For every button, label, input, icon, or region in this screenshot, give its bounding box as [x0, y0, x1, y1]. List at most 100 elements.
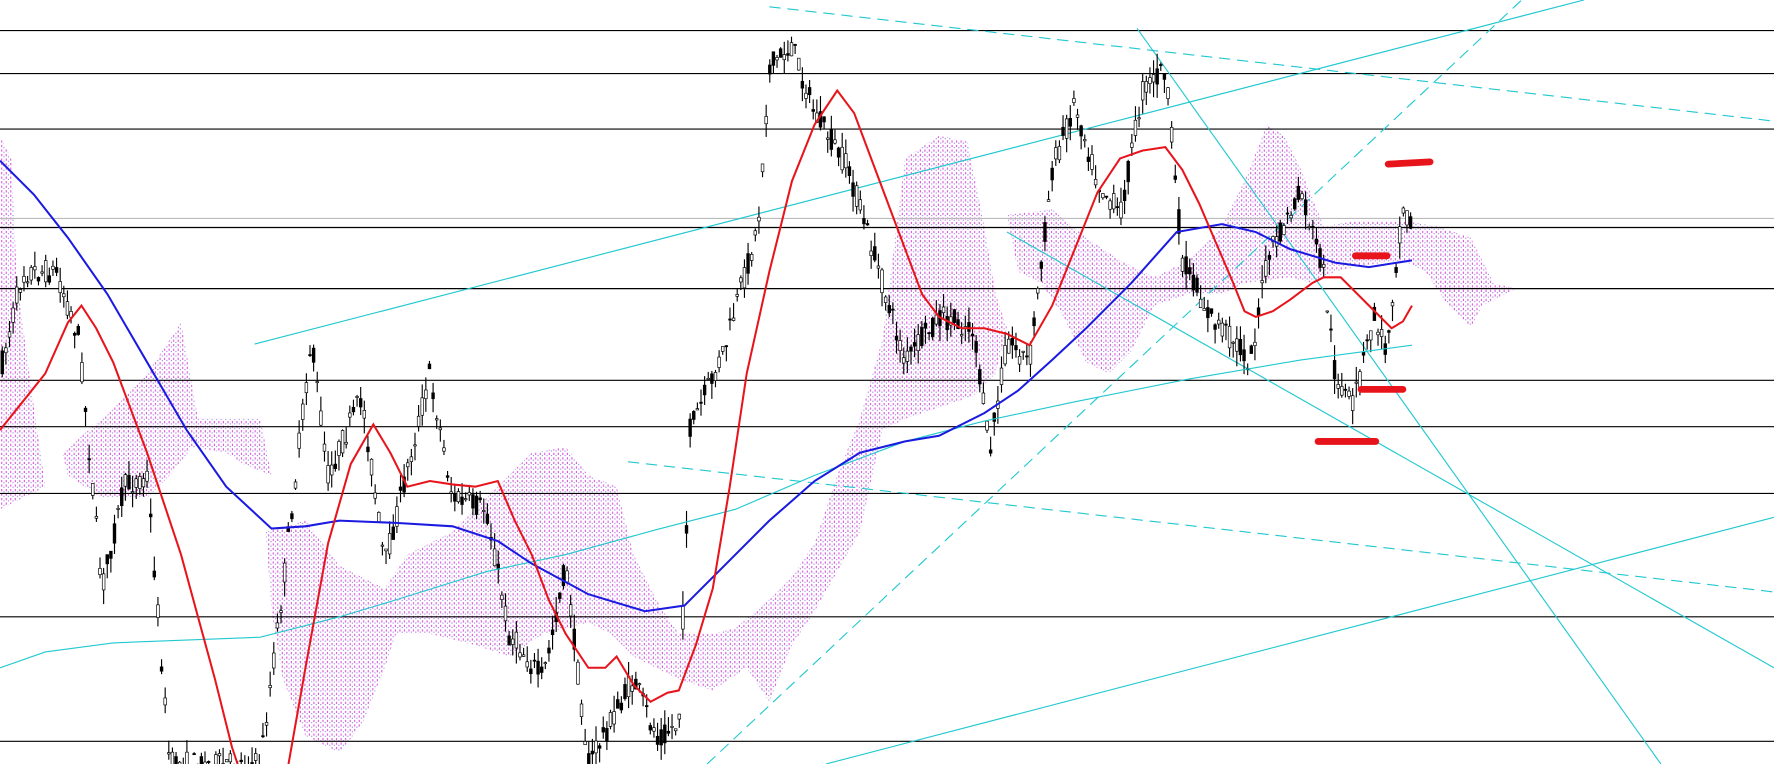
candle-part: [865, 223, 870, 226]
candle-part: [149, 513, 153, 518]
candle-part: [511, 638, 515, 645]
candle-part: [894, 335, 899, 341]
candle-part: [822, 116, 826, 123]
candle-part: [442, 447, 446, 452]
candle-part: [348, 412, 352, 418]
candle-part: [789, 42, 794, 57]
candle-part: [724, 345, 729, 348]
candle-part: [1372, 306, 1377, 321]
candle-part: [692, 411, 696, 420]
candle-part: [253, 753, 258, 761]
candle-part: [876, 265, 881, 269]
candle-part: [163, 697, 167, 706]
candle-part: [467, 492, 471, 496]
candle-part: [999, 367, 1004, 385]
candle-part: [387, 533, 392, 555]
candle-part: [988, 449, 993, 454]
candle-part: [797, 57, 801, 71]
candle-part: [713, 372, 718, 381]
candle-part: [80, 362, 84, 383]
candle-part: [1144, 81, 1149, 93]
candle-part: [630, 685, 634, 692]
candle-part: [87, 458, 91, 461]
candle-part: [1057, 146, 1062, 161]
candle-part: [912, 342, 917, 347]
candle-part: [1039, 261, 1044, 269]
candle-part: [120, 487, 124, 506]
candle-part: [927, 332, 931, 335]
candle-part: [1390, 302, 1395, 307]
candle-part: [771, 51, 776, 66]
candle-part: [786, 53, 790, 56]
candle-part: [319, 410, 323, 426]
candle-part: [721, 346, 725, 352]
candle-part: [54, 267, 59, 273]
highlight-mark: [1384, 158, 1434, 168]
candle-part: [518, 652, 522, 658]
candle-part: [1325, 310, 1330, 313]
candle-part: [699, 401, 703, 404]
candle-part: [1115, 206, 1120, 209]
moving-average-short: [0, 303, 239, 764]
candle-part: [826, 137, 830, 140]
candle-part: [47, 275, 52, 283]
candle-part: [15, 286, 19, 304]
candle-part: [351, 406, 356, 413]
candle-part: [406, 462, 410, 468]
candle-part: [101, 573, 106, 591]
candle-part: [952, 309, 957, 323]
candle-part: [1311, 225, 1315, 228]
trendline: [627, 461, 1774, 593]
candle-part: [869, 250, 873, 256]
candle-part: [199, 756, 204, 764]
candle-part: [424, 389, 428, 400]
candle-part: [1379, 329, 1384, 337]
candle-part: [739, 277, 743, 283]
candle-part: [217, 753, 222, 757]
candle-part: [1054, 147, 1058, 160]
candle-part: [62, 293, 66, 298]
candle-part: [902, 357, 906, 364]
candle-part: [1112, 193, 1116, 210]
candle-part: [503, 605, 508, 622]
candle-part: [272, 652, 276, 669]
candle-part: [1235, 338, 1239, 352]
candle-part: [579, 703, 584, 717]
candle-part: [206, 761, 211, 763]
candle-part: [409, 456, 414, 462]
cloud: [265, 135, 1007, 753]
candle-part: [98, 568, 102, 575]
candle-part: [366, 446, 370, 453]
trendline: [769, 6, 1774, 122]
candle-part: [500, 594, 504, 600]
horizontal-levels: [0, 29, 1774, 742]
candle-part: [1365, 339, 1369, 342]
candle-part: [967, 322, 971, 332]
candle-part: [558, 592, 562, 599]
candle-part: [1242, 349, 1246, 362]
candle-part: [768, 64, 772, 75]
candle-part: [1256, 307, 1261, 317]
candle-part: [44, 260, 48, 283]
candle-part: [1224, 323, 1228, 326]
moving-average-short: [287, 88, 1413, 764]
candle-part: [380, 544, 385, 547]
candle-part: [1007, 338, 1011, 354]
candle-part: [170, 751, 175, 764]
moving-average-long: [0, 344, 1413, 669]
candle-part: [1028, 344, 1033, 365]
candle-part: [684, 525, 689, 534]
candle-part: [7, 331, 12, 338]
candle-part: [1350, 395, 1355, 411]
candle-part: [1285, 212, 1290, 215]
candle-part: [1195, 277, 1199, 293]
candle-part: [634, 678, 638, 690]
candle-part: [239, 759, 243, 763]
candle-part: [311, 347, 316, 363]
candle-part: [909, 346, 913, 352]
candle-part: [1173, 175, 1177, 180]
candle-part: [293, 481, 298, 489]
candle-part: [959, 334, 964, 337]
candle-part: [1209, 308, 1214, 314]
